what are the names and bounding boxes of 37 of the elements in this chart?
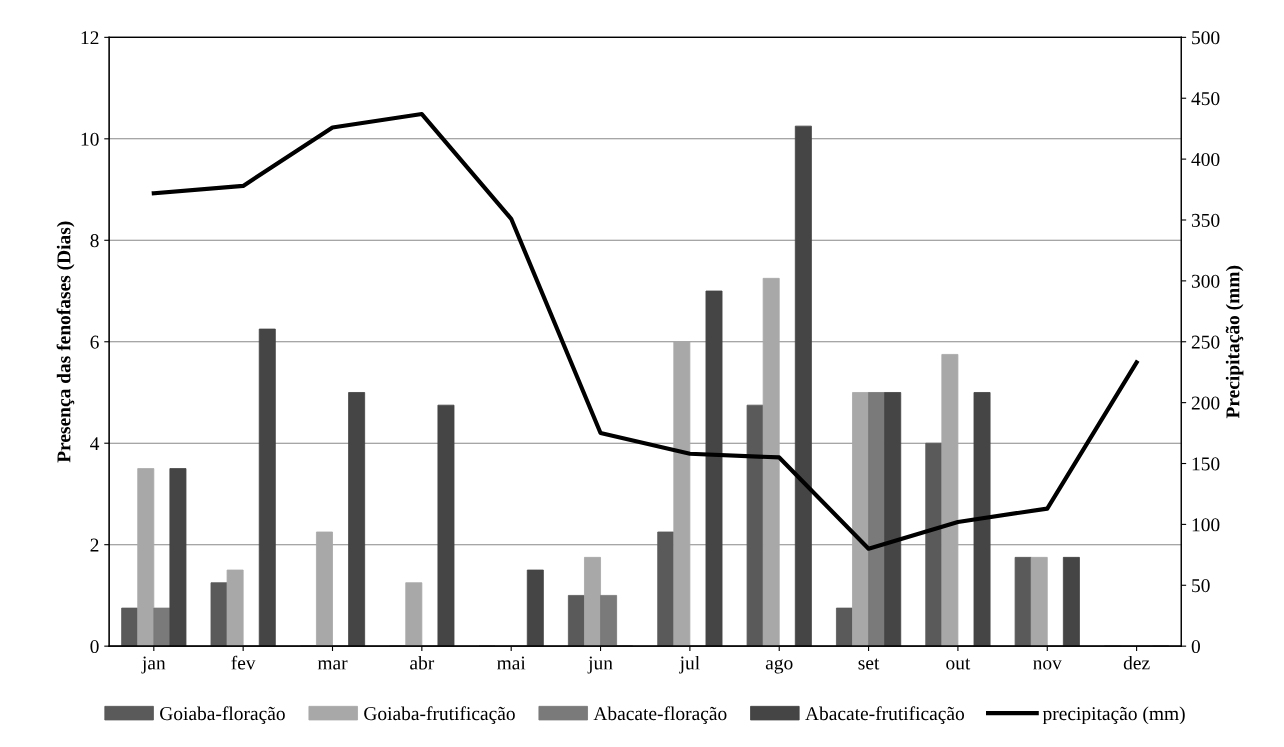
y2-tick-label: 400: [1191, 152, 1220, 167]
x-tick-label: jan: [141, 656, 166, 674]
y-tick-label: 6: [90, 335, 99, 349]
x-tick-label: abr: [410, 655, 435, 670]
y-tick-label: 0: [90, 639, 99, 654]
x-tick-label: out: [946, 658, 971, 670]
y2-tick-label: 500: [1192, 31, 1220, 45]
y-tick-label: 10: [81, 132, 99, 146]
y2-tick-label: 200: [1191, 396, 1220, 410]
y-axis-title: Presença das fenofases (Dias): [56, 221, 75, 463]
legend-label: Abacate-frutificação: [805, 706, 965, 725]
x-tick-label: set: [858, 658, 880, 670]
legend-label: Goiaba-floração: [160, 706, 285, 725]
x-tick-label: mar: [317, 660, 348, 670]
y-tick-label: 12: [81, 31, 99, 45]
y2-tick-label: 300: [1191, 274, 1220, 288]
x-tick-label: jul: [679, 655, 700, 674]
legend-label: Goiaba-frutificação: [364, 706, 515, 725]
y2-tick-label: 250: [1191, 335, 1220, 349]
legend-label: Abacate-floração: [593, 706, 727, 725]
y2-tick-label: 450: [1191, 92, 1220, 106]
x-tick-label: dez: [1123, 655, 1150, 670]
y-tick-label: 8: [90, 234, 99, 248]
y2-tick-label: 100: [1192, 518, 1220, 532]
y2-tick-label: 350: [1191, 213, 1220, 227]
legend-label: precipitação (mm): [1042, 706, 1185, 725]
x-tick-label: ago: [765, 659, 793, 674]
y-tick-label: 4: [90, 437, 100, 450]
x-tick-label: nov: [1033, 660, 1062, 670]
x-tick-label: mai: [497, 656, 526, 670]
y-tick-label: 2: [90, 538, 99, 552]
x-tick-label: fev: [231, 655, 256, 670]
x-tick-label: jun: [587, 656, 613, 674]
y2-axis-title: Precipitação (mm): [1225, 265, 1244, 419]
y2-tick-label: 50: [1192, 579, 1210, 593]
y2-tick-label: 0: [1191, 639, 1200, 654]
y2-tick-label: 150: [1192, 457, 1220, 471]
